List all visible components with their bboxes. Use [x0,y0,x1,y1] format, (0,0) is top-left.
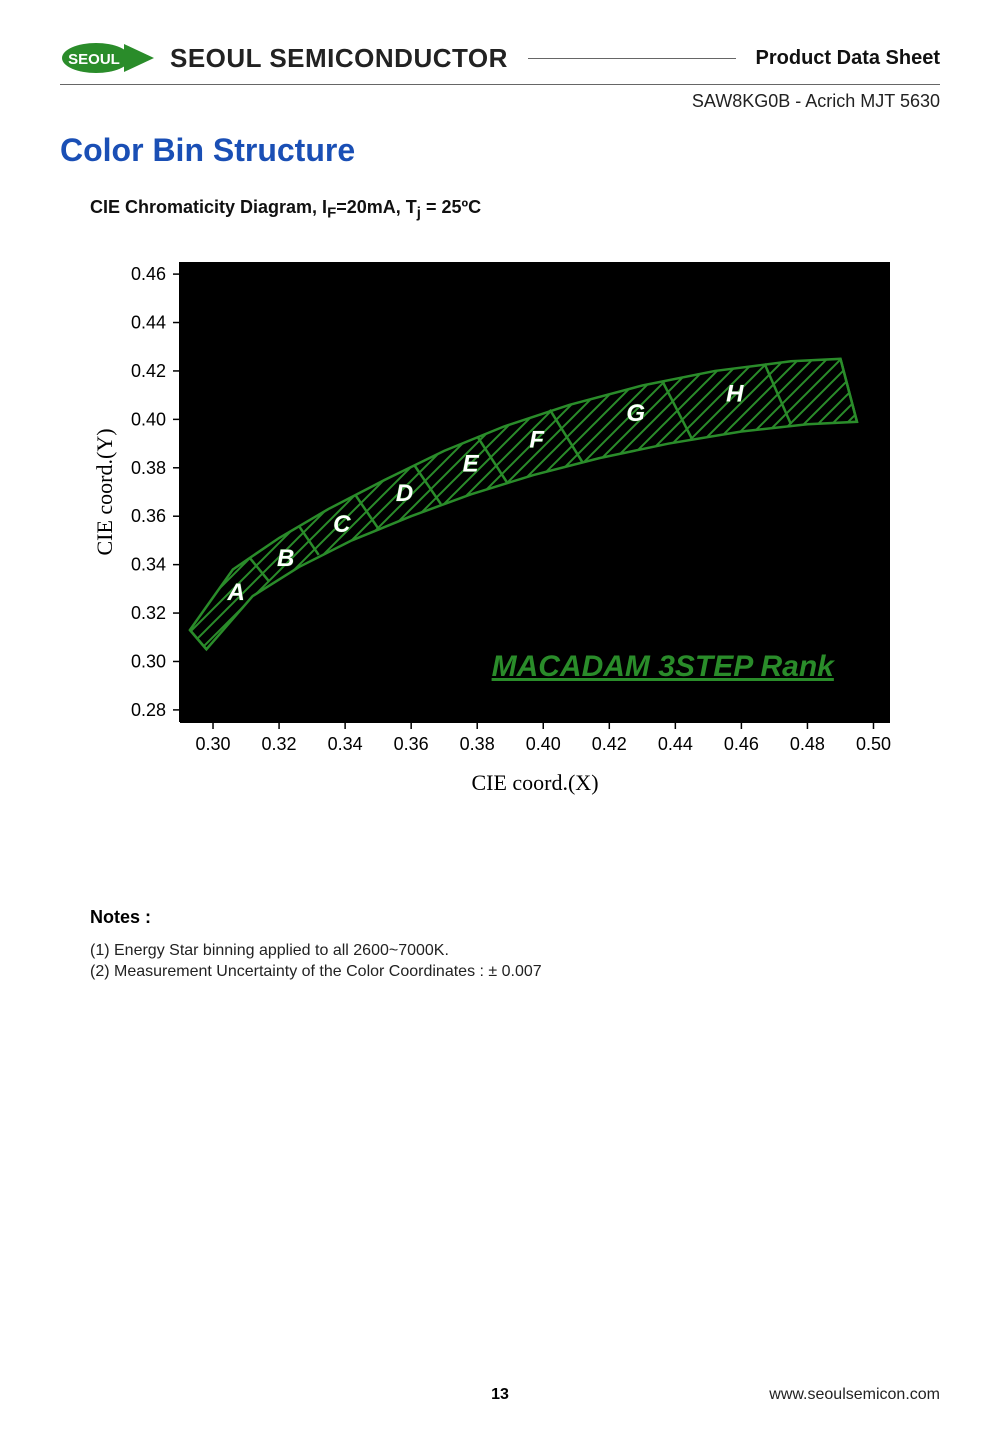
svg-text:0.44: 0.44 [131,312,166,332]
svg-text:B: B [277,545,294,572]
chart-title: CIE Chromaticity Diagram, IF=20mA, Tj = … [90,197,940,222]
page-footer: 13 www.seoulsemicon.com [60,1386,940,1404]
notes-title: Notes : [90,907,940,928]
svg-text:0.32: 0.32 [262,734,297,754]
svg-text:0.42: 0.42 [592,734,627,754]
svg-text:0.48: 0.48 [790,734,825,754]
svg-text:0.50: 0.50 [856,734,891,754]
notes-section: Notes : (1) Energy Star binning applied … [90,907,940,981]
header-rule [528,58,736,59]
svg-text:MACADAM 3STEP Rank: MACADAM 3STEP Rank [492,650,836,683]
svg-text:0.46: 0.46 [724,734,759,754]
svg-text:E: E [463,450,480,477]
page-header: SEOUL SEOUL SEMICONDUCTOR Product Data S… [60,40,940,76]
svg-text:H: H [726,380,744,407]
svg-text:A: A [226,579,244,606]
svg-text:0.32: 0.32 [131,603,166,623]
subheader: SAW8KG0B - Acrich MJT 5630 [60,84,940,112]
svg-text:0.40: 0.40 [526,734,561,754]
section-title: Color Bin Structure [60,132,940,169]
company-name: SEOUL SEMICONDUCTOR [170,43,508,74]
header-left: SEOUL SEOUL SEMICONDUCTOR [60,40,508,76]
note-item: (2) Measurement Uncertainty of the Color… [90,963,940,981]
svg-text:0.44: 0.44 [658,734,693,754]
seoul-logo-icon: SEOUL [60,40,158,76]
svg-text:0.42: 0.42 [131,361,166,381]
cie-chart: 0.30 0.32 0.34 0.36 0.38 0.40 0.42 0.44 0.46 0.48… [90,242,910,807]
svg-text:0.38: 0.38 [460,734,495,754]
svg-text:C: C [333,511,351,538]
svg-text:0.30: 0.30 [131,651,166,671]
svg-text:D: D [396,479,413,506]
svg-text:F: F [529,426,545,453]
svg-text:0.36: 0.36 [131,506,166,526]
svg-text:CIE coord.(X): CIE coord.(X) [471,770,598,795]
svg-text:0.40: 0.40 [131,409,166,429]
page-number: 13 [491,1386,509,1404]
svg-text:0.30: 0.30 [195,734,230,754]
svg-text:0.34: 0.34 [131,554,166,574]
svg-text:0.34: 0.34 [328,734,363,754]
note-item: (1) Energy Star binning applied to all 2… [90,942,940,960]
svg-text:0.28: 0.28 [131,699,166,719]
svg-text:G: G [626,399,645,426]
svg-text:CIE coord.(Y): CIE coord.(Y) [92,428,117,555]
svg-text:SEOUL: SEOUL [68,51,120,68]
svg-text:0.46: 0.46 [131,264,166,284]
pds-label: Product Data Sheet [756,47,940,70]
product-code: SAW8KG0B - Acrich MJT 5630 [692,91,940,112]
footer-url: www.seoulsemicon.com [769,1386,940,1404]
svg-text:0.38: 0.38 [131,457,166,477]
svg-text:0.36: 0.36 [394,734,429,754]
